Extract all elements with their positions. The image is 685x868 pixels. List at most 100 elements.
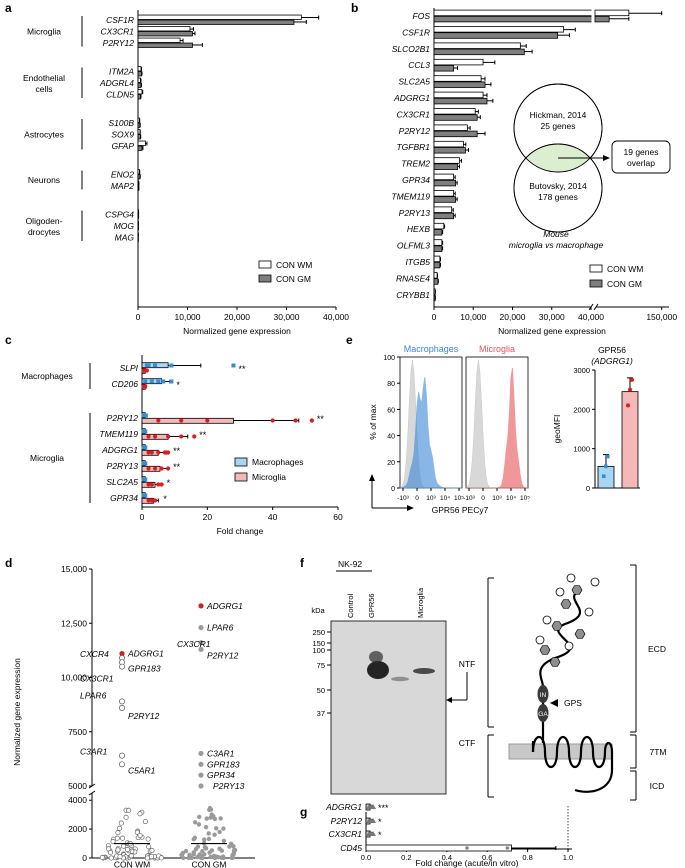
f-marker-label: 37 xyxy=(317,709,325,718)
d-point-background xyxy=(206,831,211,836)
a-legend-label-wm: CON WM xyxy=(276,260,312,270)
c-legend-swatch-mac xyxy=(234,457,248,467)
c-x-tick-label: 20 xyxy=(203,512,213,522)
e-flow-y-axis-title: % of max xyxy=(368,404,378,440)
e-bar-point xyxy=(628,387,632,392)
e-flow-x-axis-title: GPR56 PECy7 xyxy=(432,505,489,515)
f-cell-line-label: NK-92 xyxy=(338,559,362,569)
c-point-mic xyxy=(162,450,167,455)
b-bar-wm-HEXB xyxy=(433,222,445,230)
e-flow-title-0: Macrophages xyxy=(404,344,459,354)
b-venn-outline-butovsky xyxy=(513,143,603,233)
d-point-background xyxy=(118,820,124,826)
b-bar-gm-OLFML3 xyxy=(433,245,443,252)
g-x-axis-title: Fold change (acute/in vitro) xyxy=(416,858,519,868)
f-marker-label: 50 xyxy=(317,686,325,695)
a-bar-gm-ADGRL4 xyxy=(137,82,142,88)
f-ntf-label: NTF xyxy=(459,659,476,669)
b-overlap-box xyxy=(611,140,671,174)
b-legend-label-gm: CON GM xyxy=(607,279,642,289)
e-flow-x-tick-label: 0 xyxy=(481,495,485,502)
d-point-cx3cr1 xyxy=(198,640,204,646)
d-point-background xyxy=(229,841,234,847)
c-point-mic xyxy=(146,498,151,503)
c-point-mic xyxy=(146,482,151,487)
d-y-tick-label: 4000 xyxy=(68,795,87,805)
d-point-background xyxy=(201,837,207,842)
panel-label-d: d xyxy=(5,556,12,570)
a-x-tick-label: 20,000 xyxy=(224,312,250,322)
d-point-c3ar1 xyxy=(119,752,125,759)
e-flow-y-tick-label: 40 xyxy=(387,434,395,441)
a-gene-label: CSPG4 xyxy=(105,209,134,219)
d-x-category-label: CON GM xyxy=(192,860,227,868)
c-legend-label-mac: Macrophages xyxy=(252,457,304,467)
d-point-background xyxy=(203,824,209,830)
f-glycan-circle xyxy=(566,573,576,583)
g-gene-label: CD45 xyxy=(340,843,362,853)
d-point-background xyxy=(197,814,202,820)
f-band-faint xyxy=(391,676,409,682)
a-x-tick-label: 40,000 xyxy=(323,312,349,322)
d-point-background xyxy=(208,807,214,812)
f-membrane xyxy=(508,743,613,760)
c-point-mic xyxy=(166,434,171,439)
g-x-tick-label: 0.6 xyxy=(482,853,492,862)
d-point-label: CX3CR1 xyxy=(80,674,114,684)
e-bar-point xyxy=(604,464,608,469)
a-group-label: Astrocytes xyxy=(24,129,64,139)
c-point-mac xyxy=(143,413,148,418)
e-flow-y-tick-label: 80 xyxy=(387,381,395,388)
c-point-mic xyxy=(205,418,210,423)
f-lane-label-gpr56: GPR56 xyxy=(367,593,376,618)
c-point-mic xyxy=(143,384,148,389)
b-x-tick-label: 10,000 xyxy=(460,312,486,322)
e-flow-x-tick-label: 10⁵ xyxy=(454,495,464,502)
e-flow-x-tick-label: 10⁴ xyxy=(440,495,450,502)
b-bar-gm-SLCO2B1 xyxy=(433,48,525,56)
e-bar-y-tick-label: 2000 xyxy=(573,405,590,414)
f-icd-label: ICD xyxy=(650,781,665,791)
d-point-p2ry13 xyxy=(198,783,204,789)
b-gene-label: HEXB xyxy=(407,224,430,234)
c-significance: * xyxy=(176,380,180,390)
a-bar-gm-CSF1R xyxy=(137,19,295,25)
c-bar-mic-P2RY13 xyxy=(141,465,161,472)
b-bar-wm-P2RY12 xyxy=(433,124,468,131)
c-point-mac xyxy=(141,413,146,418)
f-western-blot xyxy=(330,620,447,795)
c-gene-label: P2RY13 xyxy=(107,461,139,471)
c-group-label: Microglia xyxy=(30,453,64,463)
d-point-label: C3AR1 xyxy=(207,748,235,758)
d-point-background xyxy=(217,829,222,835)
a-gene-label: SOX9 xyxy=(111,129,134,139)
f-marker-label: 250 xyxy=(312,628,325,637)
f-marker-label: 75 xyxy=(317,661,325,670)
g-significance: * xyxy=(378,817,382,827)
d-point-background xyxy=(204,816,209,821)
d-point-adgrg1 xyxy=(119,651,125,657)
f-glycan-circle xyxy=(584,607,594,617)
c-point-mac xyxy=(161,379,166,384)
d-point-background xyxy=(120,835,126,841)
f-marker-label: 150 xyxy=(312,639,325,648)
b-bar-wm-FOS xyxy=(433,9,593,17)
e-flow-stained-histogram xyxy=(399,377,462,489)
f-glycan-hexagon xyxy=(539,645,551,655)
b-gene-label: TREM2 xyxy=(401,159,430,169)
e-bar-y-tick-label: 3000 xyxy=(573,366,590,375)
d-point-background xyxy=(107,849,113,856)
d-point-label: GPR183 xyxy=(207,759,240,769)
d-y-tick-label: 12,500 xyxy=(61,618,87,628)
c-legend-label-mic: Microglia xyxy=(252,472,286,482)
c-x-tick-label: 60 xyxy=(333,512,343,522)
b-venn-set1-count: 25 genes xyxy=(541,121,576,131)
g-x-tick-label: 0.2 xyxy=(401,853,411,862)
b-gene-label: OLFML3 xyxy=(397,241,430,251)
d-point-c5ar1 xyxy=(119,761,125,768)
b-bar-wm-SLC2A5 xyxy=(433,75,482,82)
e-bar-point xyxy=(602,474,606,478)
d-point-label: GPR34 xyxy=(207,770,235,780)
a-bar-gm-GFAP xyxy=(137,145,143,151)
b-break-gap xyxy=(591,8,595,24)
